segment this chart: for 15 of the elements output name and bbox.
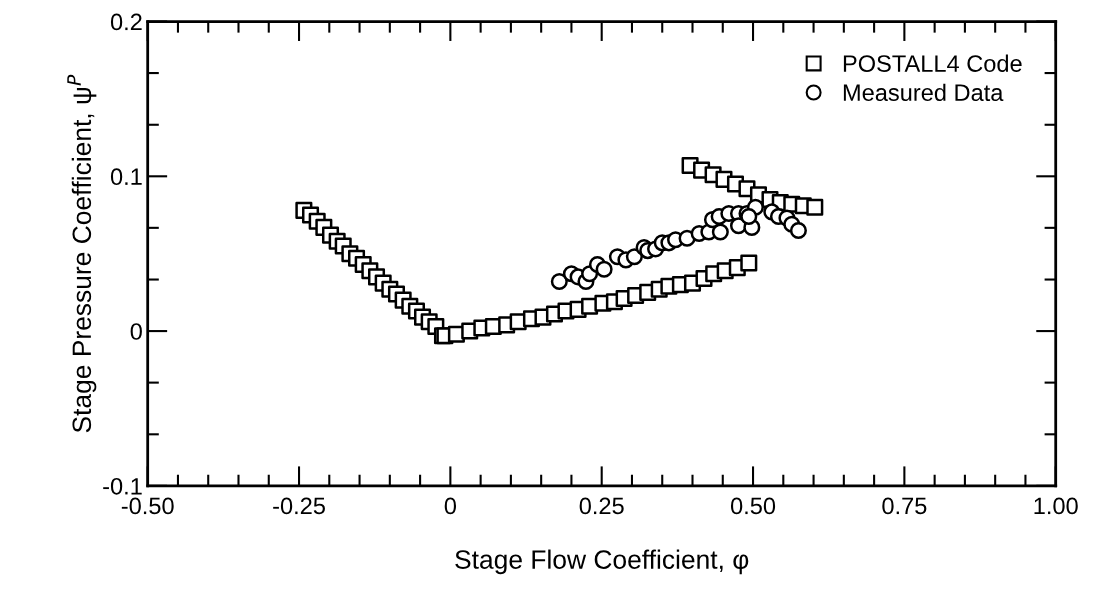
x-tick-label: 0.50	[730, 497, 776, 515]
x-axis-title: Stage Flow Coefficient, φ	[455, 549, 749, 575]
y-tick-label: 0.1	[110, 168, 142, 186]
x-tick-label: 0	[444, 497, 457, 515]
x-tick-label: 0.25	[579, 497, 624, 515]
legend-label: Measured Data	[843, 83, 1004, 102]
x-tick-label: 1.00	[1034, 497, 1078, 515]
x-tick-label: 0.75	[882, 497, 927, 515]
y-axis-title: Stage Pressure Coefficient, ψ$^{P}$	[67, 74, 97, 433]
legend-label: POSTALL4 Code	[843, 54, 1022, 72]
x-tick-label: -0.50	[121, 497, 174, 515]
x-tick-label: -0.25	[273, 497, 325, 515]
y-tick-label: 0	[130, 323, 142, 340]
y-tick-label: -0.1	[103, 477, 142, 495]
y-tick-label: 0.2	[110, 13, 142, 31]
